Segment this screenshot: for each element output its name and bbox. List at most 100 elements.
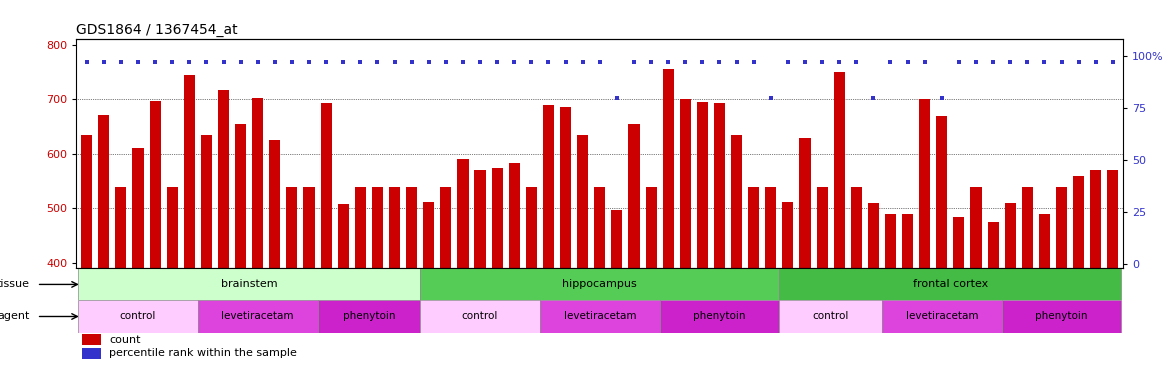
Text: brainstem: brainstem [221, 279, 278, 290]
Point [505, 59, 523, 65]
Bar [389, 187, 400, 375]
Point [1001, 59, 1020, 65]
Bar [406, 187, 417, 375]
Text: control: control [120, 312, 156, 321]
Bar [902, 214, 913, 375]
Point [112, 59, 131, 65]
Text: percentile rank within the sample: percentile rank within the sample [109, 348, 296, 358]
Bar [287, 187, 298, 375]
Point [316, 59, 335, 65]
Point [146, 59, 165, 65]
Bar [420, 268, 780, 300]
Bar [133, 148, 143, 375]
Bar [81, 334, 100, 345]
Text: control: control [813, 312, 849, 321]
Point [830, 59, 849, 65]
Text: count: count [109, 334, 140, 345]
Text: tissue: tissue [0, 279, 29, 290]
Point [779, 59, 797, 65]
Bar [420, 300, 540, 333]
Point [470, 59, 489, 65]
Bar [970, 187, 982, 375]
Bar [697, 102, 708, 375]
Point [659, 59, 677, 65]
Point [162, 59, 181, 65]
Bar [1108, 170, 1118, 375]
Point [727, 59, 746, 65]
Text: hippocampus: hippocampus [562, 279, 637, 290]
Bar [372, 187, 383, 375]
Bar [662, 69, 674, 375]
Bar [149, 101, 161, 375]
Bar [628, 124, 640, 375]
Point [454, 59, 473, 65]
Point [693, 59, 711, 65]
Point [1069, 59, 1088, 65]
Bar [81, 135, 92, 375]
Bar [920, 99, 930, 375]
Point [915, 59, 934, 65]
Bar [99, 115, 109, 375]
Point [881, 59, 900, 65]
Bar [782, 202, 794, 375]
Point [556, 59, 575, 65]
Text: levetiracetam: levetiracetam [563, 312, 636, 321]
Text: agent: agent [0, 312, 29, 321]
Point [232, 59, 250, 65]
Point [539, 59, 557, 65]
Point [522, 59, 541, 65]
Point [813, 59, 831, 65]
Point [573, 59, 592, 65]
Point [334, 59, 353, 65]
Text: levetiracetam: levetiracetam [221, 312, 294, 321]
Bar [1056, 187, 1067, 375]
Point [949, 59, 968, 65]
Bar [612, 210, 622, 375]
Bar [167, 187, 178, 375]
Bar [780, 268, 1122, 300]
Bar [646, 187, 656, 375]
Bar [440, 187, 452, 375]
Point [744, 59, 763, 65]
Point [864, 94, 883, 100]
Point [796, 59, 815, 65]
Point [94, 59, 113, 65]
Text: GDS1864 / 1367454_at: GDS1864 / 1367454_at [76, 23, 238, 37]
Bar [1038, 214, 1050, 375]
Point [933, 94, 951, 100]
Point [282, 59, 301, 65]
Text: levetiracetam: levetiracetam [906, 312, 978, 321]
Bar [868, 203, 878, 375]
Bar [780, 300, 882, 333]
Bar [731, 135, 742, 375]
Bar [884, 214, 896, 375]
Bar [1002, 300, 1122, 333]
Bar [338, 204, 349, 375]
Point [402, 59, 421, 65]
Point [1018, 59, 1037, 65]
Bar [269, 140, 280, 375]
Bar [936, 116, 948, 375]
Point [350, 59, 369, 65]
Point [983, 59, 1002, 65]
Bar [423, 202, 434, 375]
Bar [660, 300, 780, 333]
Bar [816, 187, 828, 375]
Bar [183, 75, 195, 375]
Point [198, 59, 216, 65]
Bar [1022, 187, 1033, 375]
Point [1035, 59, 1054, 65]
Bar [492, 168, 502, 375]
Bar [355, 187, 366, 375]
Point [128, 59, 147, 65]
Point [436, 59, 455, 65]
Point [761, 94, 780, 100]
Point [1103, 59, 1122, 65]
Bar [78, 268, 420, 300]
Point [642, 59, 661, 65]
Text: frontal cortex: frontal cortex [913, 279, 988, 290]
Bar [509, 163, 520, 375]
Bar [115, 187, 127, 375]
Bar [748, 187, 760, 375]
Text: phenytoin: phenytoin [693, 312, 746, 321]
